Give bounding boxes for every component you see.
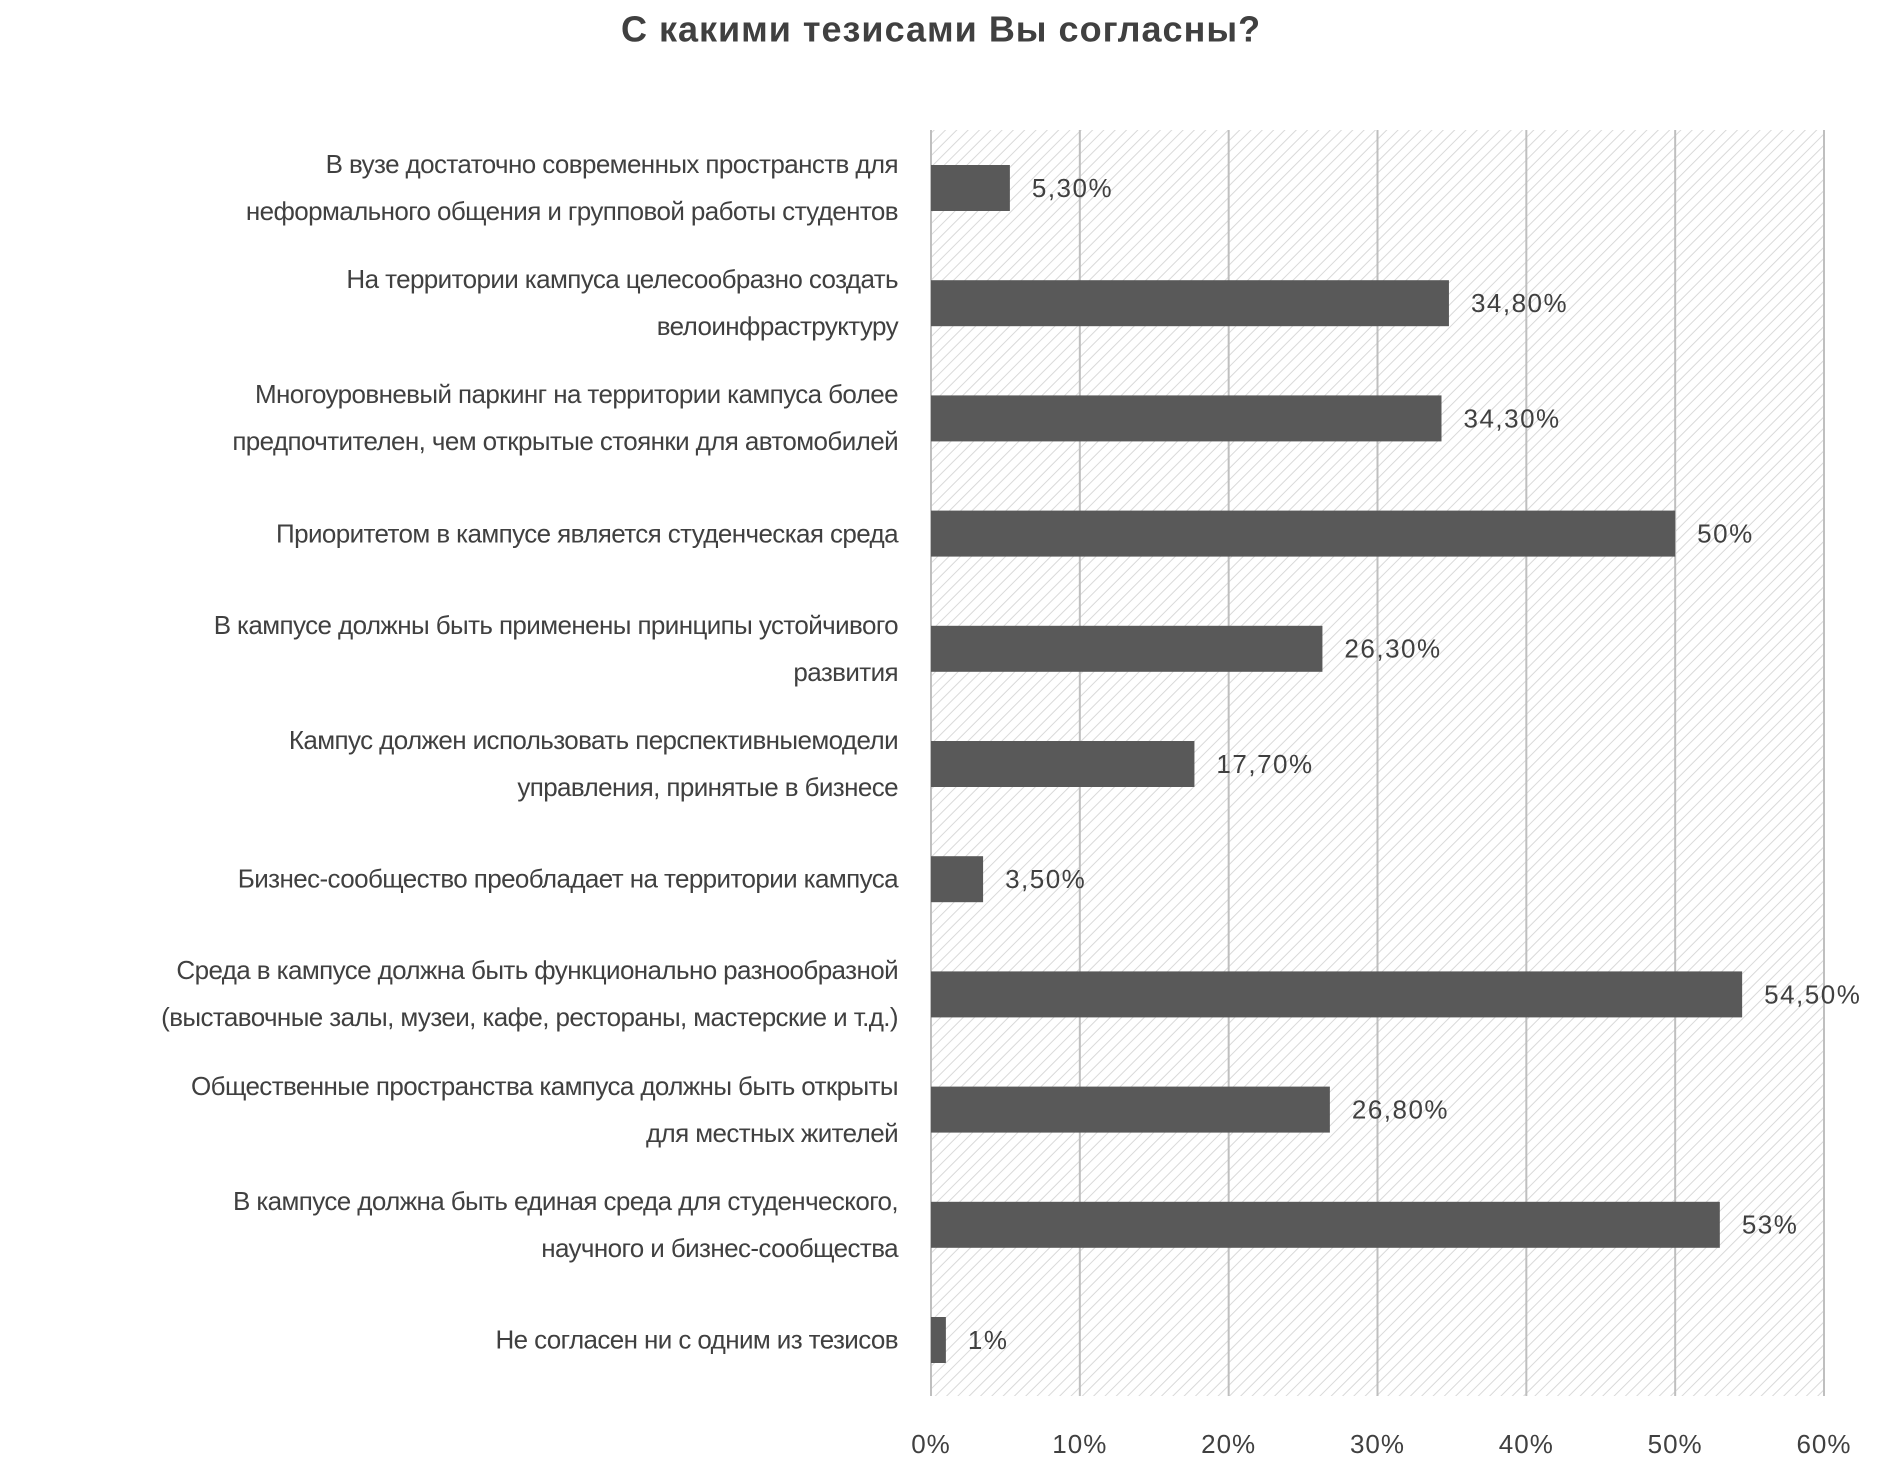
bar [931, 856, 984, 903]
x-tick-label: 10% [1052, 1429, 1107, 1459]
category-label: В вузе достаточно современных пространст… [245, 149, 899, 226]
value-label: 34,80% [1471, 288, 1568, 318]
x-tick-label: 30% [1350, 1429, 1405, 1459]
bar [931, 1317, 946, 1363]
category-label: Среда в кампусе должна быть функциональн… [161, 955, 898, 1033]
bar [931, 510, 1676, 557]
value-label: 26,30% [1344, 634, 1441, 664]
category-label: Общественные пространства кампуса должны… [191, 1070, 899, 1148]
category-label: Не согласен ни с одним из тезисов [495, 1324, 898, 1355]
bar [931, 625, 1323, 672]
category-label: Многоуровневый паркинг на территории кам… [232, 379, 898, 457]
bar [931, 971, 1743, 1018]
category-label: В кампусе должна быть единая среда для с… [232, 1185, 899, 1263]
value-label: 50% [1697, 518, 1754, 548]
value-label: 53% [1742, 1210, 1799, 1240]
bar [931, 1201, 1720, 1248]
bar [931, 741, 1195, 787]
category-label: На территории кампуса целесообразно созд… [346, 264, 898, 342]
x-tick-label: 50% [1648, 1429, 1703, 1459]
value-label: 3,50% [1005, 864, 1086, 894]
bar [931, 395, 1442, 442]
value-label: 54,50% [1764, 979, 1861, 1009]
category-label: В кампусе должны быть применены принципы… [213, 609, 899, 687]
category-label: Кампус должен использовать перспективные… [288, 725, 899, 802]
x-tick-label: 20% [1201, 1429, 1256, 1459]
x-tick-label: 60% [1796, 1429, 1851, 1459]
value-label: 5,30% [1032, 173, 1113, 203]
bar [931, 1086, 1330, 1133]
bar [931, 165, 1010, 211]
chart-title: С какими тезисами Вы согласны? [621, 9, 1261, 50]
value-label: 26,80% [1352, 1094, 1449, 1124]
bar [931, 280, 1449, 327]
category-label: Приоритетом в кампусе является студенчес… [276, 518, 899, 549]
value-label: 17,70% [1216, 749, 1313, 779]
x-tick-label: 40% [1499, 1429, 1554, 1459]
category-label: Бизнес-сообщество преобладает на террито… [237, 863, 899, 894]
value-label: 34,30% [1463, 403, 1560, 433]
x-tick-label: 0% [911, 1429, 951, 1459]
value-label: 1% [968, 1325, 1009, 1355]
